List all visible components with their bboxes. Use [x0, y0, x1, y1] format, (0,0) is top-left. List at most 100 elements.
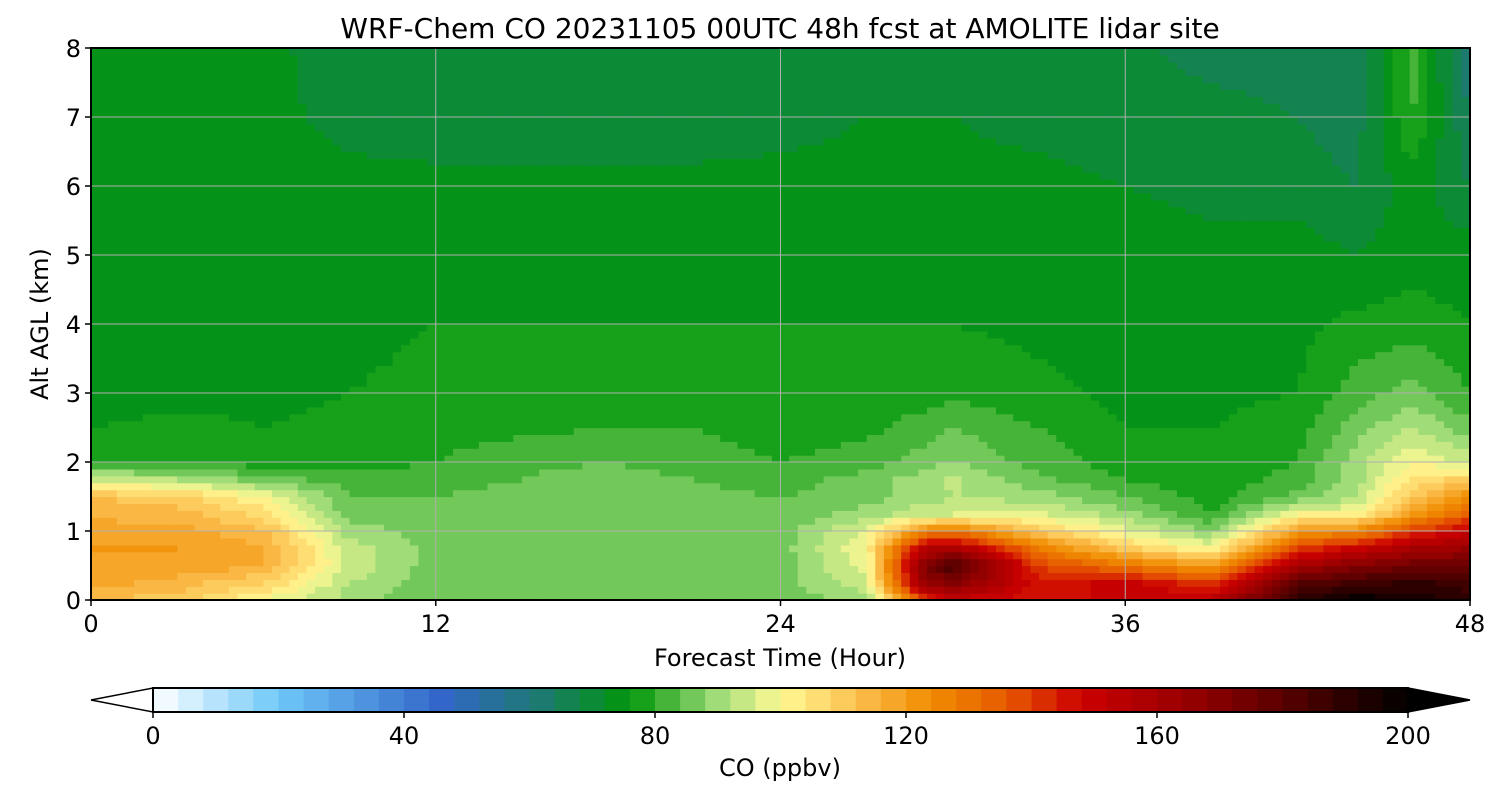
heatmap-cell [1064, 503, 1075, 511]
heatmap-cell [1306, 448, 1316, 456]
heatmap-cell [1108, 503, 1118, 511]
heatmap-cell [151, 427, 161, 435]
heatmap-cell [1090, 406, 1100, 415]
heatmap-cell [315, 572, 325, 580]
heatmap-cell [1289, 503, 1299, 511]
heatmap-cell [271, 572, 282, 580]
heatmap-cell [435, 420, 445, 429]
heatmap-cell [211, 544, 221, 553]
heatmap-cell [254, 482, 264, 491]
heatmap-cell [659, 524, 670, 532]
heatmap-cell [1357, 427, 1368, 435]
heatmap-cell [1047, 427, 1057, 435]
heatmap-cell [340, 434, 351, 442]
heatmap-cell [1082, 399, 1092, 408]
heatmap-cell [720, 420, 730, 429]
heatmap-cell [978, 537, 988, 546]
heatmap-cell [1185, 413, 1195, 422]
heatmap-cell [668, 427, 678, 435]
heatmap-cell [315, 448, 325, 456]
heatmap-cell [677, 420, 687, 429]
heatmap-cell [323, 496, 333, 504]
heatmap-cell [1108, 489, 1118, 498]
heatmap-cell [1392, 475, 1402, 484]
heatmap-cell [892, 510, 902, 518]
heatmap-cell [556, 544, 566, 553]
heatmap-cell [1090, 468, 1100, 477]
heatmap-cell [401, 558, 411, 567]
heatmap-cell [1392, 441, 1402, 449]
heatmap-cell [746, 517, 756, 525]
heatmap-cell [1435, 489, 1445, 498]
heatmap-cell [1047, 544, 1057, 553]
heatmap-cell [556, 586, 566, 594]
heatmap-cell [478, 544, 489, 553]
heatmap-cell [99, 565, 109, 573]
heatmap-cell [151, 475, 161, 484]
heatmap-cell [297, 531, 308, 539]
heatmap-cell [806, 537, 816, 546]
heatmap-cell [1357, 413, 1368, 422]
heatmap-cell [177, 434, 187, 442]
heatmap-cell [651, 406, 661, 415]
heatmap-cell [513, 420, 523, 429]
heatmap-cell [995, 544, 1006, 553]
heatmap-cell [496, 524, 506, 532]
heatmap-cell [1254, 586, 1264, 594]
heatmap-cell [108, 379, 118, 387]
heatmap-cell [806, 544, 816, 553]
heatmap-cell [1383, 413, 1394, 422]
heatmap-cell [840, 427, 851, 435]
heatmap-cell [1168, 468, 1178, 477]
heatmap-cell [901, 551, 911, 560]
heatmap-cell [134, 441, 144, 449]
heatmap-cell [1349, 558, 1359, 567]
heatmap-cell [599, 455, 609, 463]
heatmap-cell [358, 406, 368, 415]
heatmap-cell [875, 427, 885, 435]
heatmap-cell [1099, 489, 1109, 498]
heatmap-cell [789, 517, 799, 525]
heatmap-cell [228, 586, 239, 594]
heatmap-cell [961, 393, 971, 401]
heatmap-cell [763, 448, 773, 456]
heatmap-cell [237, 586, 247, 594]
heatmap-cell [858, 393, 868, 401]
heatmap-cell [616, 393, 626, 401]
heatmap-cell [297, 455, 308, 463]
heatmap-cell [185, 558, 196, 567]
heatmap-cell [978, 468, 988, 477]
heatmap-cell [1004, 510, 1014, 518]
heatmap-cell [1211, 441, 1221, 449]
heatmap-cell [668, 517, 678, 525]
heatmap-cell [1159, 586, 1169, 594]
heatmap-cell [1237, 462, 1247, 470]
heatmap-cell [720, 558, 730, 567]
heatmap-cell [1418, 441, 1428, 449]
heatmap-cell [1392, 517, 1402, 525]
heatmap-cell [1426, 544, 1437, 553]
heatmap-cell [952, 393, 963, 401]
heatmap-cell [1151, 503, 1161, 511]
heatmap-cell [763, 593, 773, 600]
heatmap-cell [116, 448, 127, 456]
heatmap-cell [108, 434, 118, 442]
heatmap-cell [185, 544, 196, 553]
heatmap-cell [1082, 593, 1092, 600]
heatmap-cell [159, 379, 170, 387]
heatmap-cell [271, 434, 282, 442]
heatmap-cell [1030, 510, 1040, 518]
heatmap-cell [1030, 393, 1040, 401]
heatmap-cell [995, 462, 1006, 470]
heatmap-cell [349, 572, 359, 580]
heatmap-cell [1090, 593, 1100, 600]
heatmap-cell [840, 413, 851, 422]
heatmap-cell [780, 558, 790, 567]
heatmap-cell [840, 544, 851, 553]
heatmap-cell [970, 565, 980, 573]
heatmap-cell [970, 413, 980, 422]
heatmap-cell [289, 489, 299, 498]
heatmap-cell [1340, 406, 1350, 415]
heatmap-cell [375, 544, 385, 553]
heatmap-cell [814, 455, 825, 463]
